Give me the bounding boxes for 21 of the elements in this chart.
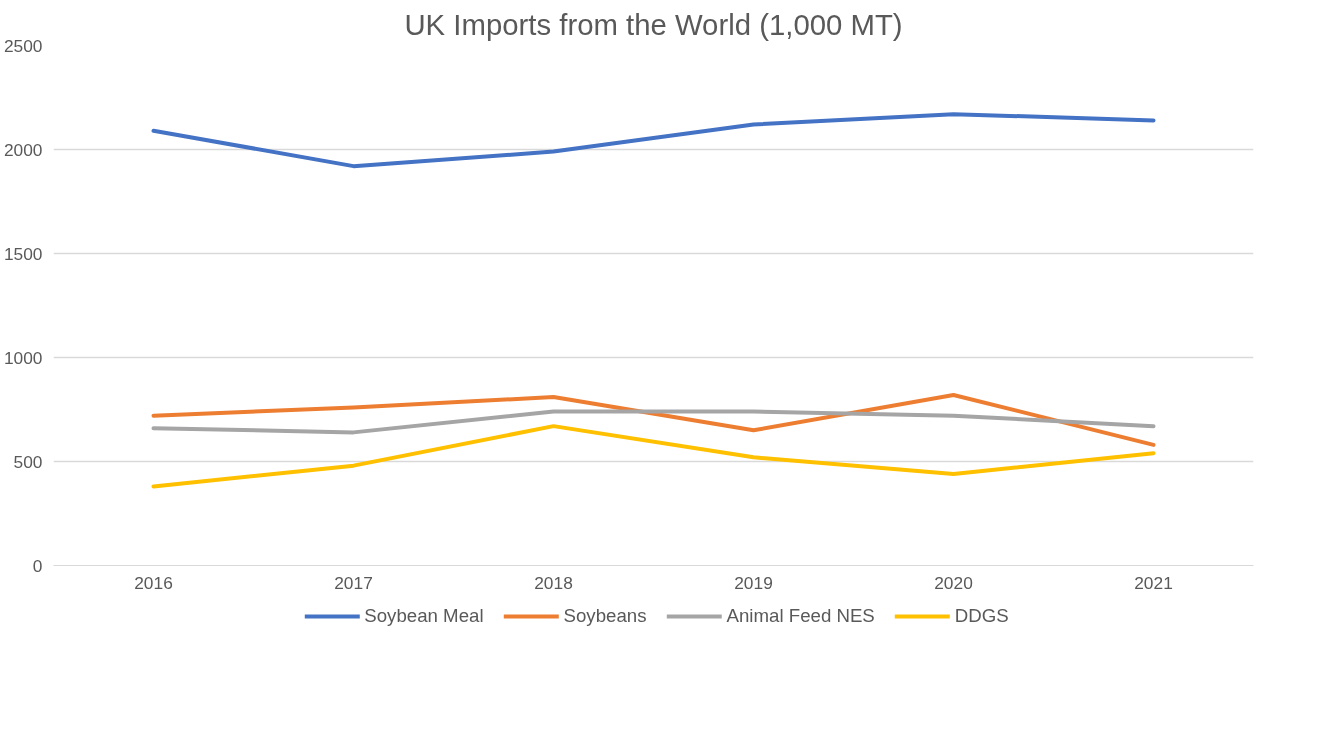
line-series [151,112,1156,169]
x-tick-label: 2021 [1134,572,1173,593]
y-tick-label: 2000 [3,139,43,160]
x-tick-label: 2018 [534,572,573,593]
legend-label: Soybeans [563,605,647,627]
line-series [151,424,1156,489]
y-tick-label: 1500 [3,243,43,264]
y-tick-label: 500 [13,451,43,472]
legend-label: Animal Feed NES [726,605,875,627]
x-tick-label: 2019 [734,572,773,593]
x-tick-label: 2017 [334,572,373,593]
y-tick-label: 2500 [3,35,43,56]
x-tick-label: 2020 [934,572,973,593]
chart-title: UK Imports from the World (1,000 MT) [404,7,903,41]
y-tick-label: 1000 [3,347,43,368]
legend-label: Soybean Meal [364,605,484,627]
y-tick-label: 0 [32,555,43,576]
x-tick-label: 2016 [134,572,173,593]
line-series [151,392,1156,447]
line-series [151,409,1156,435]
legend-label: DDGS [954,605,1009,627]
